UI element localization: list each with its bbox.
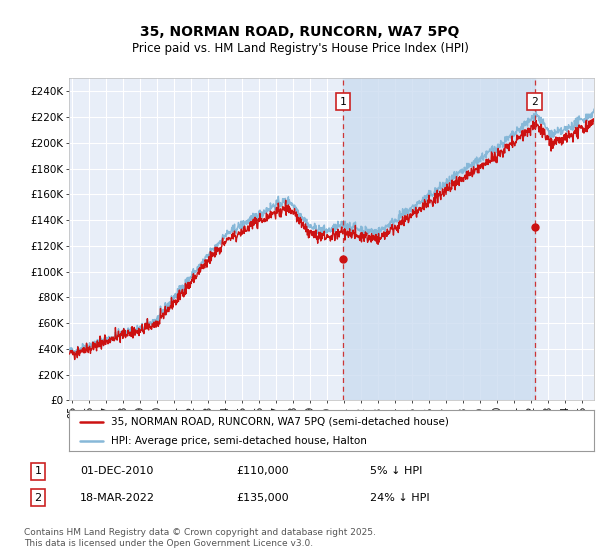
Text: HPI: Average price, semi-detached house, Halton: HPI: Average price, semi-detached house,… — [111, 436, 367, 446]
Text: 1: 1 — [34, 466, 41, 477]
Text: Price paid vs. HM Land Registry's House Price Index (HPI): Price paid vs. HM Land Registry's House … — [131, 42, 469, 55]
Text: 01-DEC-2010: 01-DEC-2010 — [80, 466, 153, 477]
Text: Contains HM Land Registry data © Crown copyright and database right 2025.
This d: Contains HM Land Registry data © Crown c… — [24, 528, 376, 548]
Text: 24% ↓ HPI: 24% ↓ HPI — [370, 493, 430, 503]
Text: 5% ↓ HPI: 5% ↓ HPI — [370, 466, 422, 477]
Text: £110,000: £110,000 — [236, 466, 289, 477]
Text: 35, NORMAN ROAD, RUNCORN, WA7 5PQ (semi-detached house): 35, NORMAN ROAD, RUNCORN, WA7 5PQ (semi-… — [111, 417, 449, 427]
Text: £135,000: £135,000 — [236, 493, 289, 503]
Text: 1: 1 — [340, 96, 346, 106]
Text: 18-MAR-2022: 18-MAR-2022 — [80, 493, 155, 503]
Bar — [343, 78, 535, 400]
Text: 35, NORMAN ROAD, RUNCORN, WA7 5PQ: 35, NORMAN ROAD, RUNCORN, WA7 5PQ — [140, 25, 460, 39]
Text: 2: 2 — [532, 96, 538, 106]
Text: 2: 2 — [34, 493, 41, 503]
